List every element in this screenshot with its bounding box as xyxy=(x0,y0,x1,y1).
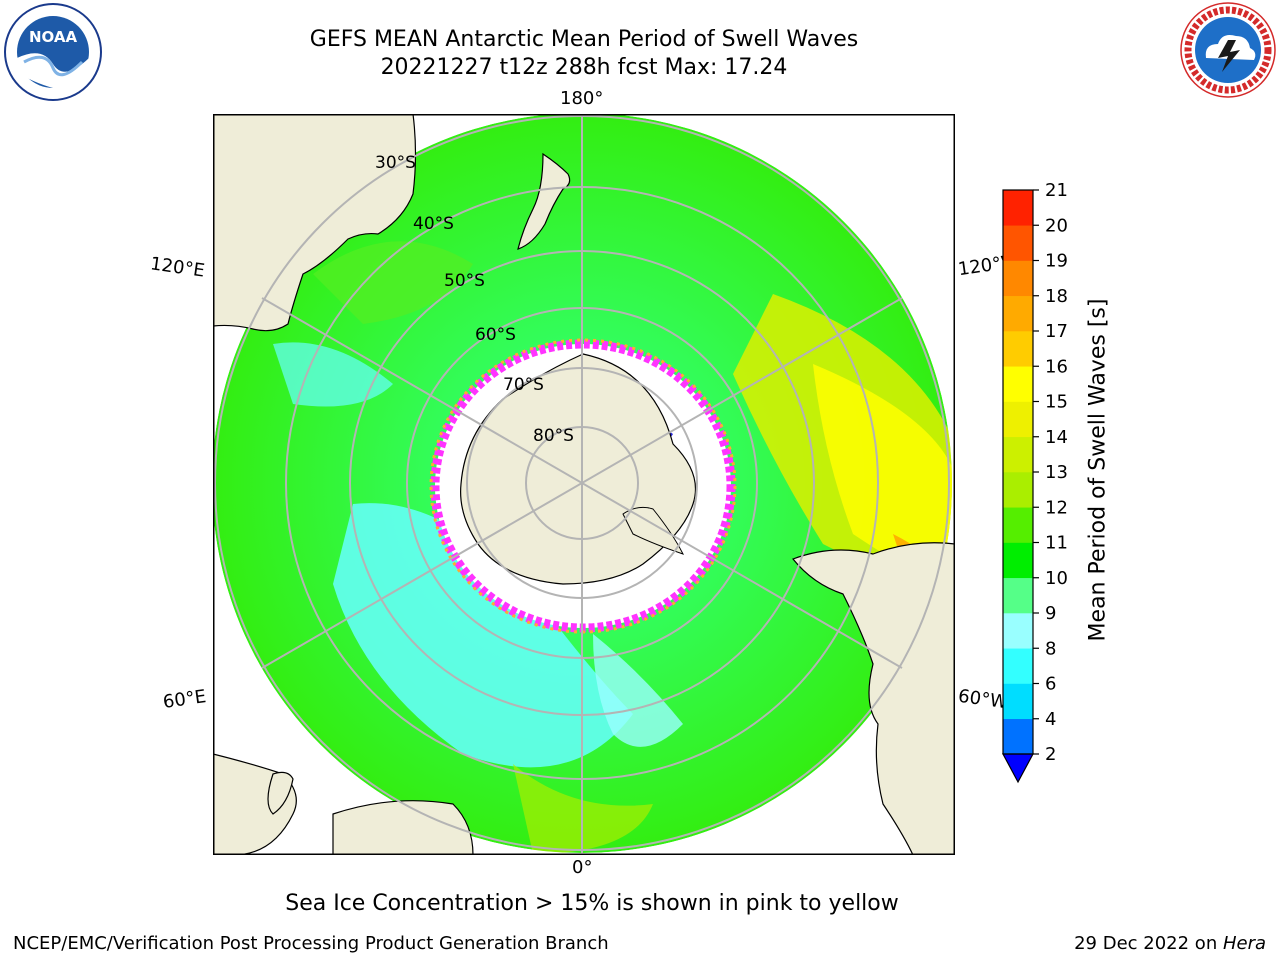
footer-machine: Hera xyxy=(1222,933,1266,954)
colorbar-swatch xyxy=(1003,472,1033,508)
map-subtitle: 20221227 t12z 288h fcst Max: 17.24 xyxy=(380,55,788,80)
map-frame xyxy=(213,114,955,855)
colorbar-tick-label: 18 xyxy=(1045,286,1068,307)
colorbar-label: Mean Period of Swell Waves [s] xyxy=(1085,298,1111,642)
lon-label-180: 180° xyxy=(560,88,604,109)
colorbar-swatch xyxy=(1003,542,1033,579)
colorbar-swatch xyxy=(1003,260,1033,297)
lon-label-120e: 120°E xyxy=(148,253,206,282)
colorbar-ticks: 2 4 6 8 9 10 11 12 13 14 15 16 17 18 19 20 21 xyxy=(1033,180,1068,765)
polar-map-canvas: 30°S 40°S 50°S 60°S 70°S 80°S xyxy=(213,114,955,855)
colorbar-swatch xyxy=(1003,366,1033,402)
colorbar-swatch xyxy=(1003,648,1033,684)
colorbar-tick-label: 11 xyxy=(1045,533,1068,554)
colorbar-tick-label: 4 xyxy=(1045,709,1056,730)
lat-label-80s: 80°S xyxy=(533,426,574,446)
colorbar-tick-label: 19 xyxy=(1045,251,1068,272)
colorbar-tick-label: 17 xyxy=(1045,321,1068,342)
colorbar-tick-label: 12 xyxy=(1045,497,1068,518)
colorbar-tick-label: 6 xyxy=(1045,674,1056,695)
lat-label-70s: 70°S xyxy=(503,375,544,395)
polar-map: 30°S 40°S 50°S 60°S 70°S 80°S xyxy=(213,114,955,855)
colorbar-swatch xyxy=(1003,295,1033,332)
colorbar-tick-label: 20 xyxy=(1045,215,1068,236)
colorbar-swatches xyxy=(1001,189,1035,784)
colorbar-swatch xyxy=(1003,613,1033,649)
colorbar-swatch xyxy=(1003,225,1033,261)
colorbar-tick-label: 2 xyxy=(1045,744,1056,765)
colorbar-tick-label: 14 xyxy=(1045,427,1068,448)
footer-date: 29 Dec 2022 on Hera xyxy=(1074,933,1266,954)
map-title: GEFS MEAN Antarctic Mean Period of Swell… xyxy=(309,27,859,52)
colorbar: 2 4 6 8 9 10 11 12 13 14 15 16 17 18 19 20 21 xyxy=(1001,180,1068,784)
lat-label-40s: 40°S xyxy=(413,214,454,234)
sea-ice-note: Sea Ice Concentration > 15% is shown in … xyxy=(285,891,899,916)
nws-logo xyxy=(1180,2,1276,98)
footer-date-text: 29 Dec 2022 on xyxy=(1074,933,1223,954)
noaa-logo: NOAA xyxy=(4,3,102,101)
lat-label-50s: 50°S xyxy=(444,271,485,291)
footer-credit: NCEP/EMC/Verification Post Processing Pr… xyxy=(13,933,609,954)
colorbar-extend-arrow xyxy=(1001,753,1035,784)
colorbar-swatch xyxy=(1003,718,1033,755)
colorbar-swatch xyxy=(1003,401,1033,438)
colorbar-tick-label: 16 xyxy=(1045,356,1068,377)
colorbar-swatch xyxy=(1003,331,1033,367)
colorbar-swatch xyxy=(1003,683,1033,720)
lon-label-60e: 60°E xyxy=(161,686,208,713)
colorbar-swatch xyxy=(1003,577,1033,614)
graticule xyxy=(214,114,950,853)
colorbar-swatch xyxy=(1003,190,1033,226)
land-masses xyxy=(213,114,955,855)
lon-label-0: 0° xyxy=(572,857,593,878)
colorbar-swatch xyxy=(1003,436,1033,473)
colorbar-tick-label: 15 xyxy=(1045,392,1068,413)
lat-label-30s: 30°S xyxy=(375,153,416,173)
colorbar-tick-label: 9 xyxy=(1045,603,1056,624)
colorbar-tick-label: 13 xyxy=(1045,462,1068,483)
noaa-logo-text: NOAA xyxy=(29,28,78,46)
colorbar-tick-label: 21 xyxy=(1045,180,1068,201)
colorbar-tick-label: 8 xyxy=(1045,638,1056,659)
colorbar-swatch xyxy=(1003,507,1033,543)
colorbar-tick-label: 10 xyxy=(1045,568,1068,589)
lat-label-60s: 60°S xyxy=(475,325,516,345)
